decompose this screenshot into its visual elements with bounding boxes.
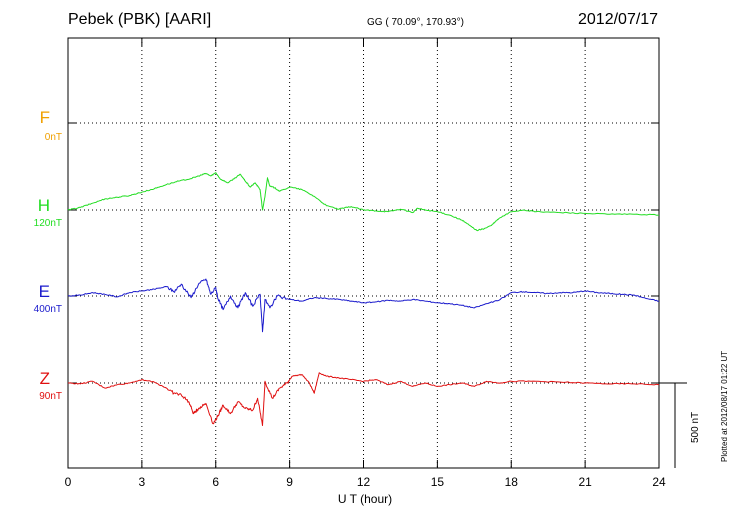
scale-bar — [659, 382, 687, 468]
station-title: Pebek (PBK) [AARI] — [68, 11, 212, 28]
plotted-at-label: Plotted at 2012/08/17 01:22 UT — [720, 350, 729, 462]
series-lines — [67, 172, 660, 426]
component-offset-e: 400nT — [33, 304, 62, 315]
date-label: 2012/07/17 — [578, 11, 659, 28]
x-axis-label: U T (hour) — [338, 492, 392, 506]
x-tick-label: 21 — [578, 475, 592, 489]
x-axis-ticks: 0 3 6 9 12 15 18 21 24 — [65, 38, 666, 489]
grid — [141, 38, 586, 468]
component-offset-f: 0nT — [44, 132, 62, 143]
x-tick-label: 12 — [357, 475, 371, 489]
component-label-f: F — [39, 108, 50, 127]
component-offset-z: 90nT — [39, 391, 62, 402]
geographic-coordinates: GG ( 70.09°, 170.93°) — [367, 17, 464, 28]
x-tick-label: 18 — [505, 475, 519, 489]
x-tick-label: 15 — [431, 475, 445, 489]
x-tick-label: 24 — [652, 475, 666, 489]
scale-bar-label: 500 nT — [690, 411, 701, 443]
component-label-e: E — [38, 282, 50, 301]
x-tick-label: 6 — [212, 475, 219, 489]
series-line-e — [67, 278, 660, 333]
series-line-h — [67, 172, 660, 232]
x-tick-label: 3 — [139, 475, 146, 489]
series-line-z — [68, 372, 660, 426]
x-tick-label: 0 — [65, 475, 72, 489]
x-tick-label: 9 — [286, 475, 293, 489]
component-label-h: H — [37, 196, 50, 215]
baseline-lines — [68, 122, 659, 384]
component-offset-h: 120nT — [33, 218, 62, 229]
component-label-z: Z — [39, 369, 50, 388]
